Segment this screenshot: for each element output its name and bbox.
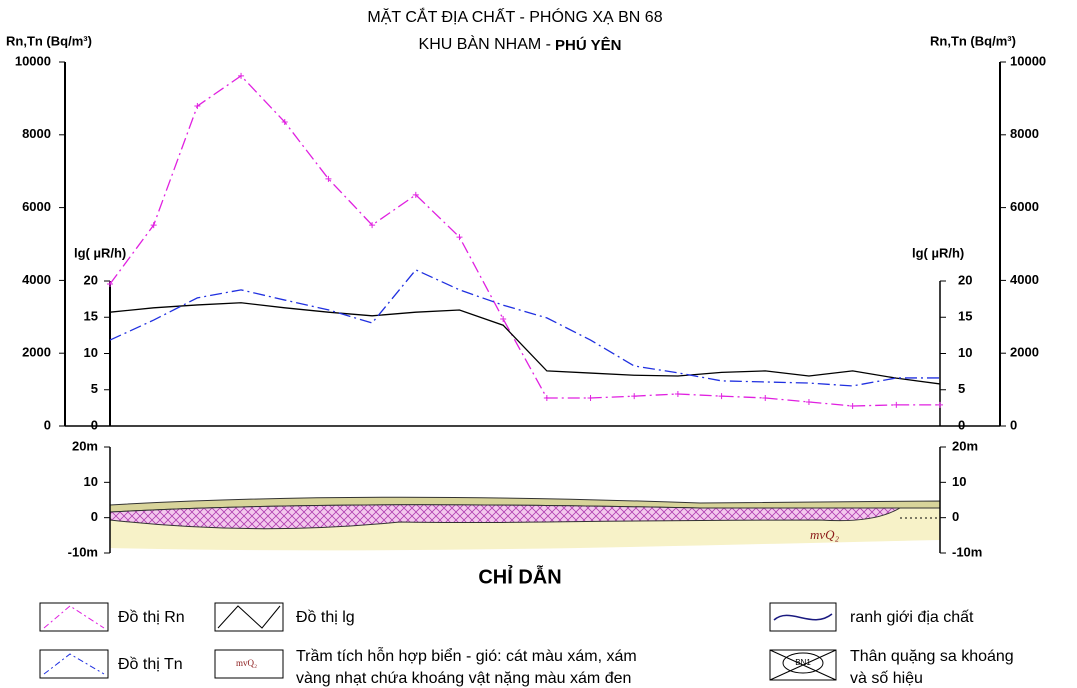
legend-label: ranh giới địa chất: [850, 609, 974, 626]
chart-subtitle: KHU BÀN NHAM -: [419, 34, 551, 53]
y-axis-label: Rn,Tn (Bq/m³): [6, 33, 92, 48]
y2-tick-label: 15: [84, 309, 98, 324]
y-tick-label: 20m: [72, 438, 98, 453]
y-tick-label: 0: [1010, 417, 1017, 432]
y2-tick-label: 10: [84, 345, 98, 360]
y-tick-label: 10: [952, 474, 966, 489]
y-tick-label: 10000: [1010, 53, 1046, 68]
legend-label: Đồ thị Tn: [118, 656, 183, 673]
chart-title: MẶT CẮT ĐỊA CHẤT - PHÓNG XẠ BN 68: [367, 7, 662, 26]
point-marker: [893, 402, 899, 408]
legend-icon-label: BN1: [795, 658, 811, 667]
y-tick-label: -10m: [68, 544, 98, 559]
point-marker: [675, 391, 681, 397]
y2-axis-label: lg( µR/h): [74, 245, 126, 260]
y2-tick-label: 15: [958, 309, 972, 324]
point-marker: [806, 399, 812, 405]
y-axis-label-right: Rn,Tn (Bq/m³): [930, 33, 1016, 48]
y2-tick-label: 0: [958, 417, 965, 432]
chart-subtitle-bold: PHÚ YÊN: [555, 36, 621, 54]
y-tick-label: 8000: [1010, 126, 1039, 141]
legend-label: Đồ thị Rn: [118, 609, 185, 626]
legend-label: Trầm tích hỗn hợp biển - gió: cát màu xá…: [296, 646, 637, 665]
point-marker: [544, 395, 550, 401]
series-line: [110, 270, 940, 386]
y-tick-label: 6000: [22, 199, 51, 214]
y2-axis-label-right: lg( µR/h): [912, 245, 964, 260]
y2-tick-label: 5: [958, 381, 965, 396]
chart: MẶT CẮT ĐỊA CHẤT - PHÓNG XẠ BN 68 KHU BÀ…: [0, 0, 1077, 688]
y-tick-label: 10: [84, 474, 98, 489]
point-marker: [850, 403, 856, 409]
section-label: mvQ₂: [810, 527, 840, 542]
y-tick-label: 4000: [22, 272, 51, 287]
point-marker: [500, 316, 506, 322]
point-marker: [588, 395, 594, 401]
legend-label: Đồ thị lg: [296, 609, 355, 626]
y2-tick-label: 10: [958, 345, 972, 360]
y2-tick-label: 20: [84, 272, 98, 287]
series-line: [110, 76, 940, 406]
point-marker: [937, 402, 943, 408]
y-tick-label: 0: [44, 417, 51, 432]
y2-tick-label: 20: [958, 272, 972, 287]
series-line: [110, 303, 940, 384]
y-tick-label: 2000: [22, 345, 51, 360]
y-tick-label: 6000: [1010, 199, 1039, 214]
legend-label: và số hiệu: [850, 670, 923, 687]
y-tick-label: -10m: [952, 544, 982, 559]
y2-tick-label: 0: [91, 417, 98, 432]
y-tick-label: 2000: [1010, 345, 1039, 360]
y-tick-label: 20m: [952, 438, 978, 453]
legend-label: vàng nhạt chứa khoáng vật nặng màu xám đ…: [296, 670, 631, 687]
y-tick-label: 0: [91, 509, 98, 524]
y2-tick-label: 5: [91, 381, 98, 396]
y-tick-label: 4000: [1010, 272, 1039, 287]
point-marker: [631, 393, 637, 399]
point-marker: [456, 234, 462, 240]
section-layers: [110, 497, 940, 550]
point-marker: [762, 395, 768, 401]
legend-icon-label: mvQ₂: [236, 658, 257, 668]
y-tick-label: 10000: [15, 53, 51, 68]
y-tick-label: 8000: [22, 126, 51, 141]
y-tick-label: 0: [952, 509, 959, 524]
legend-title: CHỈ DẪN: [478, 565, 561, 588]
point-marker: [719, 393, 725, 399]
legend-label: Thân quặng sa khoáng: [850, 648, 1014, 665]
